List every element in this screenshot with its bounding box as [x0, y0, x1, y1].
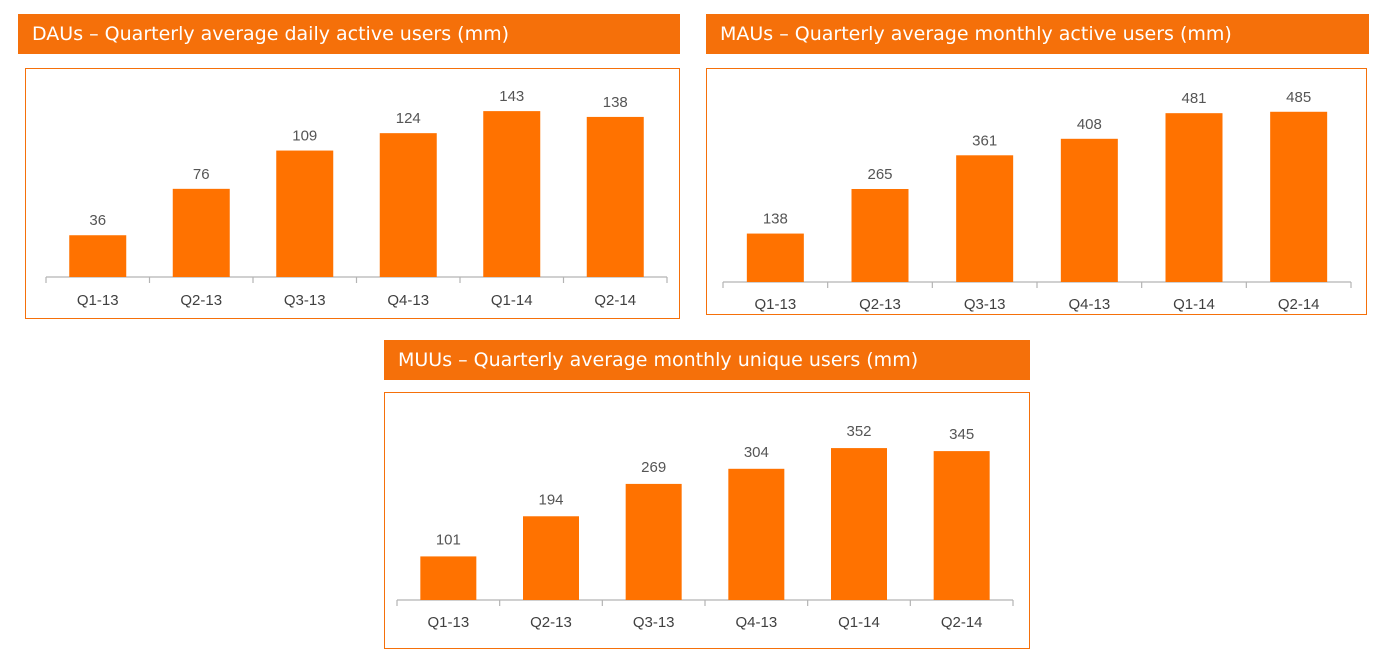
data-label: 36 — [89, 212, 106, 229]
mau-chart-frame: 138 Q1-13 265 Q2-13 361 Q3-13 408 Q4-13 481 Q1-14… — [706, 68, 1367, 315]
data-label: 143 — [499, 88, 524, 105]
data-label: 352 — [846, 423, 871, 440]
dau-bar-chart: 36 Q1-13 76 Q2-13 109 Q3-13 124 Q4-13 143 Q1-14 13… — [45, 88, 668, 309]
mau-chart-title: MAUs – Quarterly average monthly active … — [706, 14, 1369, 54]
bar-q1-13 — [746, 233, 804, 282]
bar-q3-13 — [956, 155, 1014, 282]
x-tick-label: Q2-14 — [941, 614, 983, 631]
data-label: 485 — [1286, 89, 1311, 106]
muu-bar-chart: 101 Q1-13 194 Q2-13 269 Q3-13 304 Q4-13 352 Q1-14… — [396, 423, 1014, 631]
bar-q2-14 — [933, 451, 990, 600]
bar-q4-13 — [1060, 138, 1118, 282]
x-tick-label: Q1-13 — [427, 614, 469, 631]
x-tick-label: Q3-13 — [633, 614, 675, 631]
mau-bar-chart: 138 Q1-13 265 Q2-13 361 Q3-13 408 Q4-13 481 Q1-14… — [722, 89, 1352, 313]
dau-chart-panel: DAUs – Quarterly average daily active us… — [18, 14, 681, 319]
data-label: 304 — [744, 444, 769, 461]
data-label: 194 — [538, 491, 563, 508]
mau-chart-panel: MAUs – Quarterly average monthly active … — [706, 14, 1369, 315]
muu-chart-frame: 101 Q1-13 194 Q2-13 269 Q3-13 304 Q4-13 352 Q1-14… — [384, 392, 1030, 649]
x-tick-label: Q2-13 — [530, 614, 572, 631]
data-label: 361 — [972, 132, 997, 149]
data-label: 76 — [193, 166, 210, 183]
bar-q4-13 — [379, 133, 437, 277]
bar-q1-13 — [420, 556, 477, 600]
data-label: 345 — [949, 426, 974, 443]
bar-q1-14 — [831, 448, 887, 600]
bar-q3-13 — [625, 483, 682, 600]
bar-q1-14 — [483, 111, 541, 277]
x-tick-label: Q3-13 — [964, 296, 1006, 313]
muu-chart-title: MUUs – Quarterly average monthly unique … — [384, 340, 1030, 380]
x-tick-label: Q2-13 — [859, 296, 901, 313]
x-tick-label: Q2-14 — [1278, 296, 1320, 313]
bar-q2-13 — [523, 516, 579, 600]
bar-q2-13 — [851, 188, 909, 282]
bar-q2-14 — [586, 116, 644, 277]
x-tick-label: Q2-14 — [594, 292, 636, 309]
x-tick-label: Q1-14 — [491, 292, 533, 309]
bar-q1-14 — [1165, 113, 1223, 282]
x-tick-label: Q3-13 — [284, 292, 326, 309]
x-tick-label: Q2-13 — [180, 292, 222, 309]
data-label: 101 — [436, 531, 461, 548]
muu-chart-panel: MUUs – Quarterly average monthly unique … — [384, 340, 1030, 649]
data-label: 109 — [292, 128, 317, 145]
x-tick-label: Q1-13 — [77, 292, 119, 309]
x-tick-label: Q4-13 — [735, 614, 777, 631]
bar-q2-14 — [1270, 111, 1328, 282]
bar-q3-13 — [276, 150, 334, 277]
bar-q1-13 — [69, 235, 127, 277]
bar-q4-13 — [728, 468, 785, 600]
data-label: 408 — [1077, 116, 1102, 133]
data-label: 481 — [1181, 90, 1206, 107]
x-tick-label: Q4-13 — [387, 292, 429, 309]
data-label: 269 — [641, 459, 666, 476]
bar-q2-13 — [172, 188, 230, 277]
x-tick-label: Q1-14 — [1173, 296, 1215, 313]
x-tick-label: Q1-14 — [838, 614, 880, 631]
data-label: 124 — [396, 110, 421, 127]
dau-chart-title: DAUs – Quarterly average daily active us… — [18, 14, 680, 54]
data-label: 138 — [763, 211, 788, 228]
x-tick-label: Q1-13 — [754, 296, 796, 313]
data-label: 265 — [867, 166, 892, 183]
data-label: 138 — [603, 94, 628, 111]
x-tick-label: Q4-13 — [1068, 296, 1110, 313]
dau-chart-frame: 36 Q1-13 76 Q2-13 109 Q3-13 124 Q4-13 143 Q1-14 13… — [25, 68, 680, 319]
